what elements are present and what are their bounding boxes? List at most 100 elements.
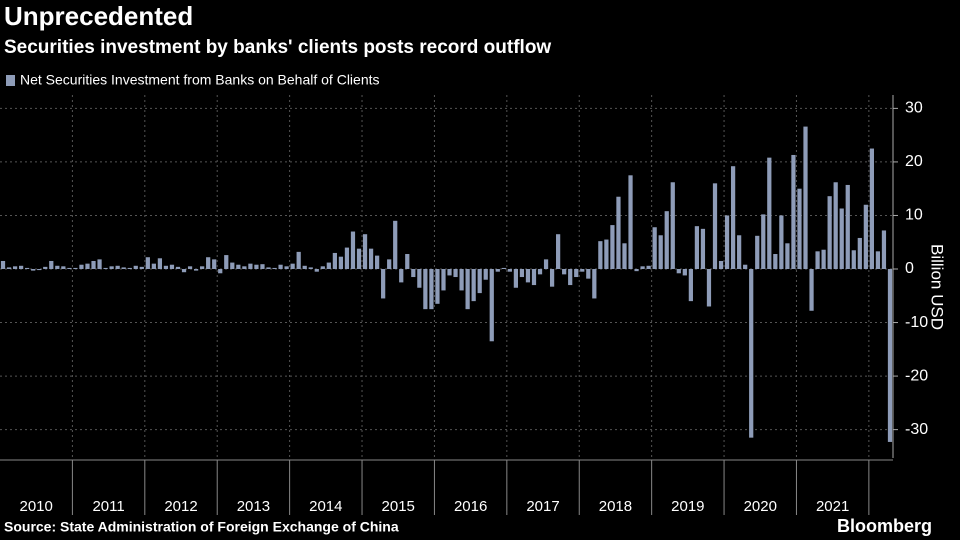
x-tick-label: 2020 xyxy=(744,498,777,515)
bar xyxy=(737,235,742,270)
bar xyxy=(284,266,289,270)
bar xyxy=(332,252,337,270)
bar xyxy=(562,269,567,275)
x-tick-label: 2019 xyxy=(671,498,704,515)
bar xyxy=(302,265,307,270)
bar xyxy=(145,257,150,270)
bar xyxy=(815,251,820,270)
bar xyxy=(453,269,458,278)
bar xyxy=(507,269,512,272)
bar xyxy=(791,154,796,270)
bar xyxy=(459,269,464,291)
bar xyxy=(169,264,175,270)
bar xyxy=(368,248,374,270)
bar xyxy=(652,227,657,270)
x-tick-label: 2021 xyxy=(816,498,849,515)
bar xyxy=(308,267,313,270)
chart-subtitle: Securities investment by banks' clients … xyxy=(4,37,551,58)
brand: Bloomberg xyxy=(837,516,932,536)
bar xyxy=(622,243,627,270)
bar xyxy=(779,215,784,270)
bar xyxy=(175,266,181,270)
bar xyxy=(49,260,54,270)
bar xyxy=(869,148,874,270)
bar xyxy=(658,235,663,270)
bar xyxy=(248,263,253,270)
y-tick-label: 30 xyxy=(905,100,923,117)
bar xyxy=(121,267,126,270)
x-tick-label: 2017 xyxy=(526,498,559,515)
bar xyxy=(43,266,48,270)
y-tick-label: 20 xyxy=(905,153,923,170)
bar xyxy=(411,269,416,278)
bar xyxy=(827,196,832,270)
x-tick-label: 2012 xyxy=(164,498,197,515)
bar xyxy=(718,260,724,270)
bar xyxy=(417,269,422,288)
bar xyxy=(290,263,295,270)
bar xyxy=(447,269,452,276)
y-tick-label: 0 xyxy=(905,260,914,277)
bar xyxy=(851,250,856,270)
bar xyxy=(181,269,187,273)
bar xyxy=(525,269,531,283)
bar xyxy=(513,269,519,288)
bar xyxy=(151,263,156,270)
bar xyxy=(543,259,549,270)
bar xyxy=(556,234,561,270)
bar xyxy=(326,262,331,270)
x-tick-label: 2010 xyxy=(20,498,53,515)
bar xyxy=(163,265,169,270)
bar xyxy=(109,266,114,270)
bar xyxy=(863,204,868,270)
bar xyxy=(767,157,772,270)
bar xyxy=(761,214,766,270)
bar xyxy=(821,249,826,270)
bar xyxy=(803,126,808,270)
bar xyxy=(749,269,754,438)
bar xyxy=(495,269,500,272)
bar xyxy=(399,269,404,283)
chart-title: Unprecedented xyxy=(4,1,193,31)
y-tick-label: 10 xyxy=(905,207,923,224)
bar xyxy=(193,269,199,271)
bar xyxy=(676,269,681,274)
bar xyxy=(79,264,84,270)
bar xyxy=(537,269,543,275)
bar xyxy=(0,260,6,270)
bar xyxy=(857,237,862,270)
bar xyxy=(682,269,687,276)
bar xyxy=(266,267,271,270)
bar xyxy=(260,264,265,270)
bar xyxy=(646,265,651,270)
legend-label: Net Securities Investment from Banks on … xyxy=(20,72,380,88)
bar xyxy=(881,230,887,270)
bar xyxy=(393,220,398,270)
bar xyxy=(31,269,36,271)
bar xyxy=(592,269,597,299)
bar xyxy=(314,269,319,272)
y-tick-label: -30 xyxy=(905,421,928,438)
bar xyxy=(423,269,428,310)
bar xyxy=(809,269,814,311)
bar xyxy=(55,265,60,270)
bar xyxy=(574,269,579,278)
bar xyxy=(549,269,555,287)
bar xyxy=(465,269,470,310)
bar xyxy=(187,266,193,270)
bar xyxy=(218,269,223,274)
bar xyxy=(580,269,585,272)
bar xyxy=(441,269,446,291)
bar xyxy=(743,264,748,270)
x-tick-label: 2014 xyxy=(309,498,342,515)
bar xyxy=(320,266,325,270)
bar xyxy=(724,215,730,270)
bar xyxy=(338,256,344,270)
bar xyxy=(694,226,700,270)
bar xyxy=(833,182,838,270)
bar xyxy=(362,234,368,270)
x-tick-label: 2015 xyxy=(382,498,415,515)
bar xyxy=(489,269,494,342)
bar xyxy=(254,264,259,270)
bar xyxy=(429,269,434,310)
